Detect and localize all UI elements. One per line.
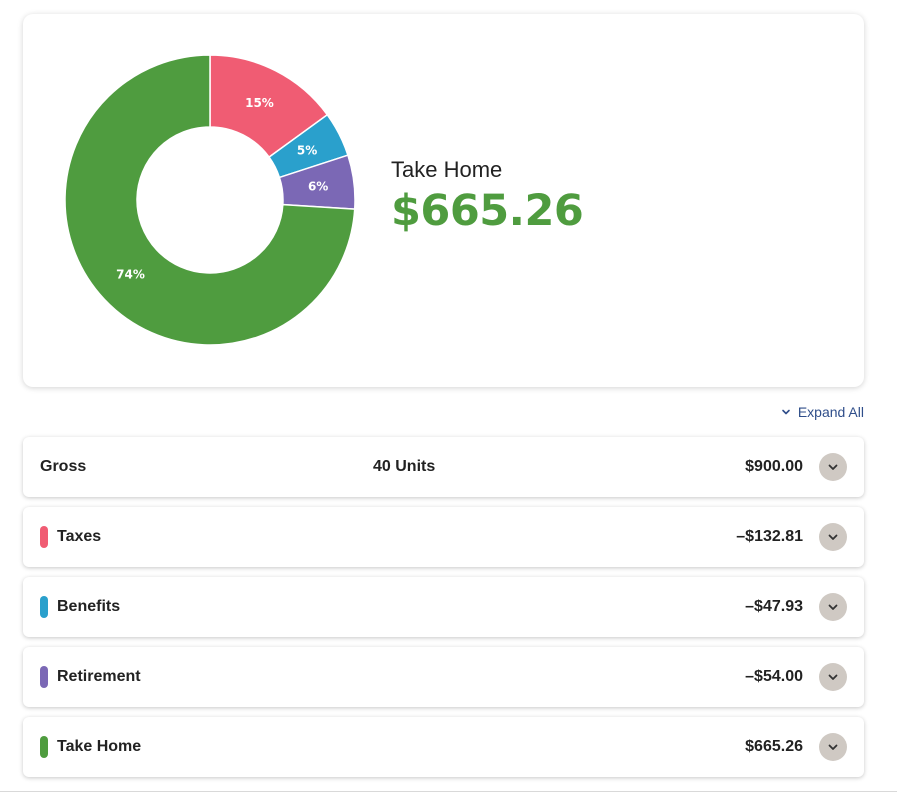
row-amount: –$54.00	[745, 668, 803, 685]
color-swatch	[40, 736, 48, 758]
donut-label-taxes: 15%	[245, 96, 274, 110]
row-take-home[interactable]: Take Home $665.26	[23, 717, 864, 777]
take-home-title: Take Home	[391, 157, 503, 182]
row-amount: $665.26	[745, 738, 803, 755]
expand-row-button[interactable]	[819, 453, 847, 481]
expand-row-button[interactable]	[819, 733, 847, 761]
row-label: Take Home	[57, 738, 142, 755]
row-taxes[interactable]: Taxes –$132.81	[23, 507, 864, 567]
row-benefits[interactable]: Benefits –$47.93	[23, 577, 864, 637]
donut-label-retirement: 6%	[308, 179, 328, 193]
take-home-amount: $665.26	[391, 186, 584, 236]
chevron-down-icon	[782, 409, 790, 415]
summary-card: 15% 5% 6% 74% Take Home $665.26	[23, 14, 864, 387]
expand-row-button[interactable]	[819, 663, 847, 691]
expand-all-label: Expand All	[797, 404, 864, 420]
donut-slice-take-home	[65, 55, 355, 345]
chevron-down-icon	[828, 604, 838, 610]
divider	[0, 791, 897, 792]
chevron-down-icon	[828, 744, 838, 750]
row-units: 40 Units	[373, 458, 436, 475]
expand-row-button[interactable]	[819, 593, 847, 621]
chevron-down-icon	[828, 464, 838, 470]
expand-all-button[interactable]: Expand All	[780, 404, 864, 420]
row-label: Benefits	[57, 598, 121, 615]
color-swatch	[40, 596, 48, 618]
row-amount: –$47.93	[745, 598, 803, 615]
color-swatch	[40, 526, 48, 548]
row-amount: $900.00	[745, 458, 803, 475]
row-gross[interactable]: Gross 40 Units $900.00	[23, 437, 864, 497]
expand-row-button[interactable]	[819, 523, 847, 551]
row-retirement[interactable]: Retirement –$54.00	[23, 647, 864, 707]
chevron-down-icon	[828, 534, 838, 540]
donut-chart: 15% 5% 6% 74%	[65, 55, 355, 345]
row-label: Taxes	[57, 528, 102, 545]
donut-label-take-home: 74%	[116, 268, 145, 282]
donut-label-benefits: 5%	[297, 144, 317, 158]
row-amount: –$132.81	[736, 528, 803, 545]
row-label: Retirement	[57, 668, 141, 685]
take-home-summary: Take Home $665.26	[391, 157, 584, 237]
color-swatch	[40, 666, 48, 688]
row-label: Gross	[40, 458, 87, 475]
chevron-down-icon	[828, 674, 838, 680]
